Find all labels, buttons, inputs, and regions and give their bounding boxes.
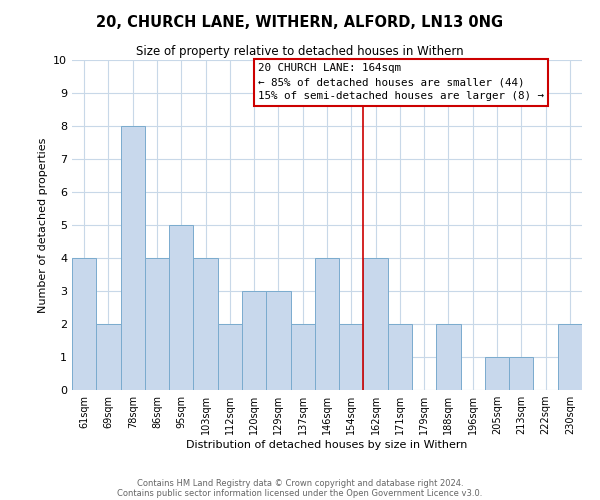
Bar [290,324,315,390]
Text: Contains public sector information licensed under the Open Government Licence v3: Contains public sector information licen… [118,488,482,498]
Text: Contains HM Land Registry data © Crown copyright and database right 2024.: Contains HM Land Registry data © Crown c… [137,478,463,488]
Bar [96,324,121,390]
Bar [72,258,96,390]
X-axis label: Distribution of detached houses by size in Withern: Distribution of detached houses by size … [187,440,467,450]
Bar [193,258,218,390]
Bar [218,324,242,390]
Bar [436,324,461,390]
Bar [339,324,364,390]
Bar [121,126,145,390]
Bar [485,357,509,390]
Bar [315,258,339,390]
Bar [266,291,290,390]
Bar [169,225,193,390]
Bar [242,291,266,390]
Bar [364,258,388,390]
Text: Size of property relative to detached houses in Withern: Size of property relative to detached ho… [136,45,464,58]
Text: 20, CHURCH LANE, WITHERN, ALFORD, LN13 0NG: 20, CHURCH LANE, WITHERN, ALFORD, LN13 0… [97,15,503,30]
Y-axis label: Number of detached properties: Number of detached properties [38,138,47,312]
Text: 20 CHURCH LANE: 164sqm
← 85% of detached houses are smaller (44)
15% of semi-det: 20 CHURCH LANE: 164sqm ← 85% of detached… [258,64,544,102]
Bar [388,324,412,390]
Bar [558,324,582,390]
Bar [145,258,169,390]
Bar [509,357,533,390]
